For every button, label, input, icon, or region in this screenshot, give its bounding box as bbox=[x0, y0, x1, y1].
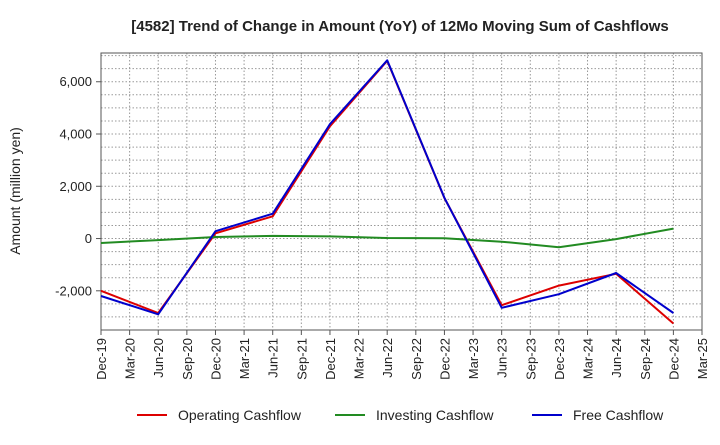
y-tick-label: -2,000 bbox=[55, 283, 92, 298]
x-tick-label: Dec-21 bbox=[323, 338, 338, 380]
x-tick-label: Mar-23 bbox=[466, 338, 481, 379]
x-tick-label: Mar-20 bbox=[123, 338, 138, 379]
x-tick-label: Jun-24 bbox=[609, 338, 624, 378]
y-axis-label: Amount (million yen) bbox=[7, 127, 23, 255]
investing-cashflow-legend-label: Investing Cashflow bbox=[376, 407, 494, 423]
x-tick-label: Dec-20 bbox=[208, 338, 223, 380]
x-tick-label: Sep-24 bbox=[638, 338, 653, 380]
x-tick-label: Mar-24 bbox=[581, 338, 596, 379]
y-tick-label: 0 bbox=[85, 231, 92, 246]
x-tick-label: Sep-22 bbox=[409, 338, 424, 380]
free-cashflow-line bbox=[100, 59, 674, 316]
operating-cashflow-legend-label: Operating Cashflow bbox=[178, 407, 302, 423]
investing-cashflow-line bbox=[100, 227, 674, 249]
x-tick-label: Dec-19 bbox=[94, 338, 109, 380]
x-tick-label: Sep-20 bbox=[180, 338, 195, 380]
y-tick-label: 2,000 bbox=[59, 179, 92, 194]
series-lines bbox=[100, 59, 675, 325]
x-tick-label: Sep-21 bbox=[294, 338, 309, 380]
x-tick-label: Dec-24 bbox=[666, 338, 681, 380]
x-tick-label: Mar-22 bbox=[352, 338, 367, 379]
x-tick-label: Mar-25 bbox=[695, 338, 710, 379]
y-tick-label: 4,000 bbox=[59, 127, 92, 142]
x-tick-label: Mar-21 bbox=[237, 338, 252, 379]
x-tick-label: Dec-22 bbox=[437, 338, 452, 380]
x-tick-label: Jun-20 bbox=[151, 338, 166, 378]
x-tick-label: Jun-21 bbox=[266, 338, 281, 378]
axes: -2,000 0 2,000 4,000 6,000 Dec-19 Mar-20 Jun-20… bbox=[55, 52, 710, 380]
plot-frame bbox=[100, 52, 703, 331]
free-cashflow-legend-label: Free Cashflow bbox=[573, 407, 664, 423]
x-tick-label: Jun-23 bbox=[495, 338, 510, 378]
legend: Operating Cashflow Investing Cashflow Free… bbox=[137, 407, 664, 423]
grid-lines bbox=[100, 53, 703, 330]
x-tick-label: Sep-23 bbox=[523, 338, 538, 380]
chart-title: [4582] Trend of Change in Amount (YoY) o… bbox=[131, 18, 669, 35]
y-tick-label: 6,000 bbox=[59, 74, 92, 89]
x-tick-label: Dec-23 bbox=[552, 338, 567, 380]
x-tick-label: Jun-22 bbox=[380, 338, 395, 378]
